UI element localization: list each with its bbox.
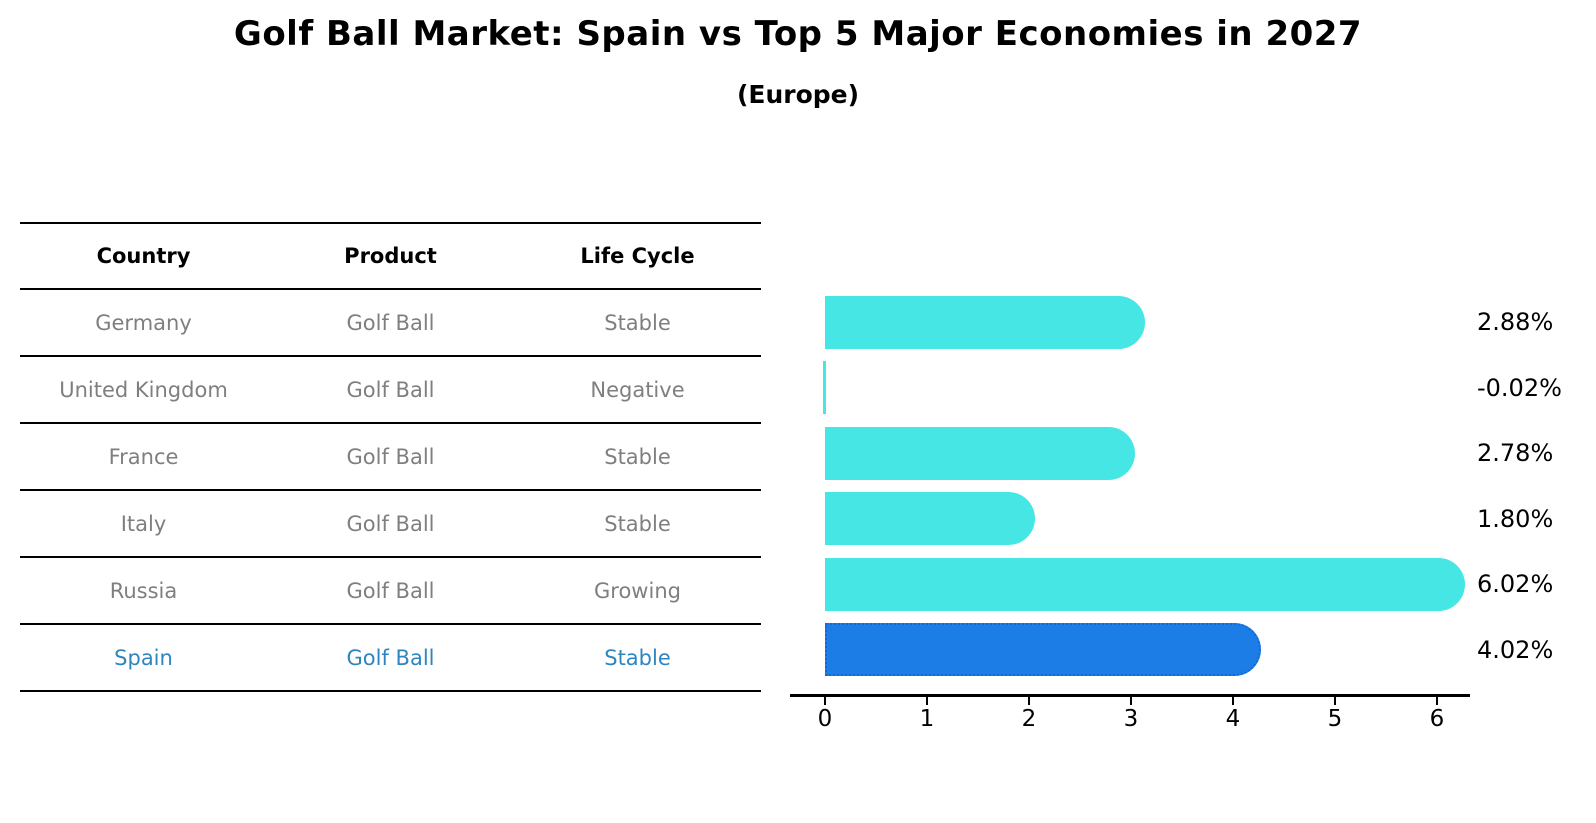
cell-country: Russia [109,578,178,603]
table-header-life-cycle: Life Cycle [580,244,695,268]
cell-life-cycle: Stable [604,645,671,670]
value-label-united-kingdom: -0.02% [1477,373,1562,402]
cell-product: Golf Ball [346,645,435,670]
cell-life-cycle: Stable [604,444,671,469]
cell-country: Spain [114,645,173,670]
cell-product: Golf Ball [346,310,435,335]
x-tick-mark-2 [1028,697,1030,705]
table-header-country: Country [96,244,191,268]
table-row-germany: Germany Golf Ball Stable [20,290,761,357]
table-row-united-kingdom: United Kingdom Golf Ball Negative [20,357,761,424]
bar-france [825,426,1135,480]
value-label-russia: 6.02% [1477,570,1554,598]
bar-germany [825,295,1145,349]
value-label-italy: 1.80% [1477,504,1554,533]
cell-life-cycle: Negative [590,377,685,402]
x-tick-label-0: 0 [817,706,833,732]
value-label-germany: 2.88% [1477,308,1554,336]
table-body: Germany Golf Ball Stable United Kingdom Golf… [20,290,761,692]
bar-united-kingdom [823,361,826,414]
cell-country: United Kingdom [59,377,228,402]
chart-title: Golf Ball Market: Spain vs Top 5 Major E… [233,14,1363,54]
table-header-product: Product [344,244,437,268]
table-row-russia: Russia Golf Ball Growing [20,558,761,625]
value-label-france: 2.78% [1477,439,1554,467]
x-tick-mark-3 [1130,697,1132,705]
chart-subtitle: (Europe) [736,80,860,109]
x-tick-label-3: 3 [1123,706,1139,732]
x-tick-mark-6 [1436,697,1438,705]
table-header-row: Country Product Life Cycle [20,224,761,290]
x-tick-mark-1 [926,697,928,705]
bar-italy [825,492,1035,545]
x-axis-line [790,694,1470,697]
table-row-france: France Golf Ball Stable [20,424,761,491]
value-label-spain: 4.02% [1477,635,1554,664]
table-row-italy: Italy Golf Ball Stable [20,491,761,558]
x-tick-mark-0 [824,697,826,705]
cell-life-cycle: Growing [594,578,681,603]
cell-product: Golf Ball [346,511,435,536]
cell-life-cycle: Stable [604,310,671,335]
x-tick-label-6: 6 [1429,706,1445,732]
x-tick-label-4: 4 [1225,706,1241,732]
cell-life-cycle: Stable [604,511,671,536]
bar-spain [825,623,1262,676]
x-tick-label-2: 2 [1021,706,1037,732]
bar-russia [825,557,1466,611]
country-table: Country Product Life Cycle Germany Golf Bal… [20,222,761,692]
cell-country: Italy [120,511,167,536]
x-tick-mark-5 [1334,697,1336,705]
cell-product: Golf Ball [346,444,435,469]
x-tick-label-5: 5 [1327,706,1343,732]
x-tick-label-1: 1 [919,706,935,732]
x-tick-mark-4 [1232,697,1234,705]
cell-product: Golf Ball [346,578,435,603]
table-row-spain: Spain Golf Ball Stable [20,625,761,692]
cell-product: Golf Ball [346,377,435,402]
cell-country: France [108,444,179,469]
cell-country: Germany [95,310,192,335]
